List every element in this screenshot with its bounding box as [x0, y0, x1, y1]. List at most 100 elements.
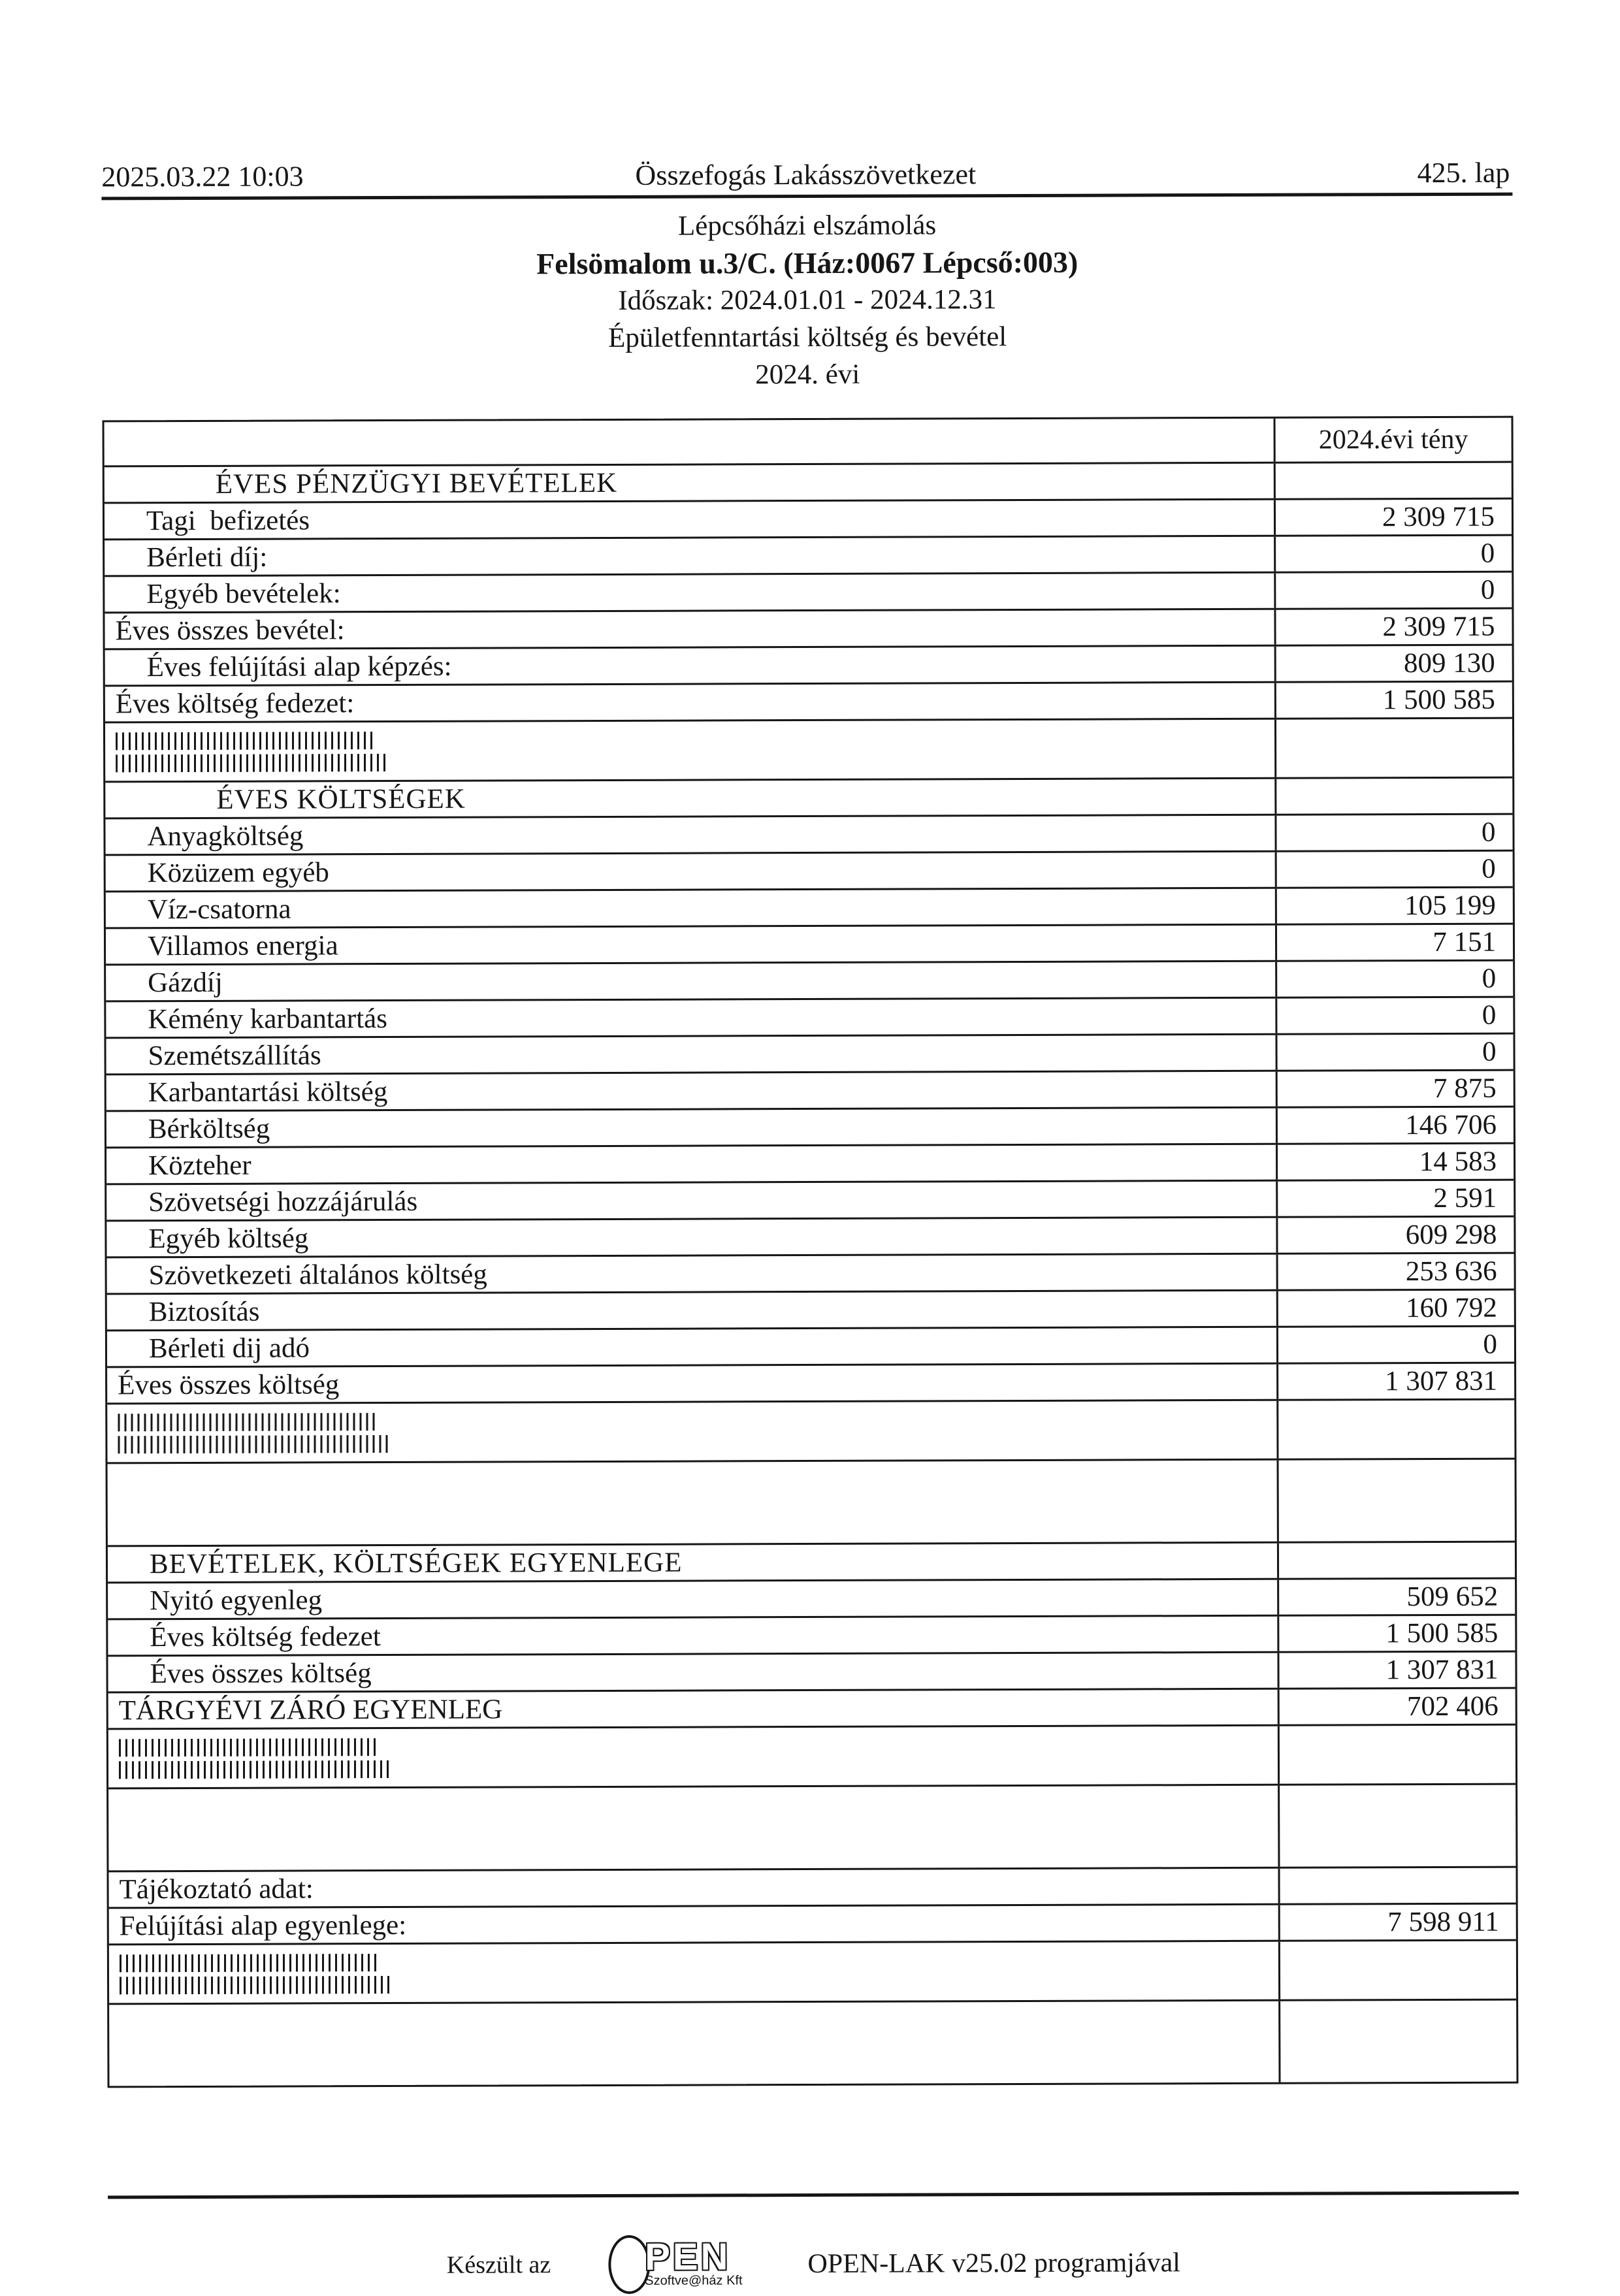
- row-value: [1278, 1785, 1516, 1868]
- report-period: Időszak: 2024.01.01 - 2024.12.31: [618, 284, 997, 317]
- table-row: Éves felújítási alap képzés: 809 130: [105, 646, 1512, 687]
- row-value: 0: [1275, 998, 1514, 1034]
- table-row: Bérleti díj: 0: [105, 536, 1512, 577]
- table-row: Anyagköltség 0: [105, 815, 1513, 856]
- barcode-strip: [119, 1953, 380, 1973]
- report-subtitle: Épületfenntartási költség és bevétel: [608, 321, 1007, 354]
- row-label: Éves felújítási alap képzés:: [146, 651, 452, 683]
- row-label: ÉVES PÉNZÜGYI BEVÉTELEK: [215, 468, 618, 500]
- row-value: [1278, 1941, 1517, 2000]
- table-row: Biztosítás 160 792: [106, 1291, 1514, 1332]
- row-label: Víz-csatorna: [147, 894, 291, 926]
- row-value: 0: [1275, 962, 1514, 997]
- row-value: 0: [1276, 1327, 1515, 1363]
- table-row: Éves összes bevétel: 2 309 715: [105, 609, 1512, 651]
- table-row: Villamos energia 7 151: [105, 925, 1514, 966]
- barcode-mark: [118, 1736, 1278, 1779]
- row-label: Bérleti dij adó: [148, 1333, 310, 1365]
- table-row: BEVÉTELEK, KÖLTSÉGEK EGYENLEGE: [107, 1543, 1515, 1584]
- row-value: [1276, 1460, 1515, 1542]
- row-label: Éves összes bevétel:: [115, 615, 345, 647]
- open-logo-subtext: Szoftve@ház Kft: [645, 2273, 743, 2289]
- table-row: Egyéb költség 609 298: [106, 1218, 1514, 1259]
- row-value: [1273, 463, 1512, 499]
- row-value: 0: [1274, 852, 1513, 888]
- row-label: Tagi befizetés: [146, 505, 310, 537]
- title-block: Lépcsőházi elszámolás Felsömalom u.3/C. …: [101, 205, 1513, 396]
- row-label: Biztosítás: [148, 1297, 260, 1328]
- table-row: Nyitó egyenleg 509 652: [108, 1579, 1515, 1621]
- table-row: Éves költség fedezet 1 500 585: [108, 1616, 1515, 1657]
- print-datetime: 2025.03.22 10:03: [101, 160, 304, 193]
- table-row: Közüzem egyéb 0: [105, 852, 1513, 893]
- barcode-strip: [118, 1738, 379, 1757]
- barcode-mark: [116, 729, 1274, 773]
- row-label: [109, 1951, 1278, 1995]
- table-row: [108, 1941, 1517, 2005]
- row-label: ÉVES KÖLTSÉGEK: [216, 784, 466, 816]
- open-logo: PEN Szoftve@ház Kft: [608, 2235, 743, 2295]
- row-value: [1277, 1726, 1516, 1785]
- row-label: Karbantartási költség: [148, 1076, 388, 1108]
- table-row: Szövetkezeti általános költség 253 636: [106, 1254, 1514, 1295]
- row-label: Éves költség fedezet: [150, 1621, 381, 1653]
- row-value: 1 500 585: [1274, 683, 1512, 719]
- table-row: [108, 1726, 1516, 1790]
- row-label: Szövetségi hozzájárulás: [148, 1186, 418, 1218]
- barcode-mark: [119, 1951, 1278, 1995]
- row-label: Egyéb bevételek:: [146, 578, 341, 610]
- statement-table: 2024.évi tény ÉVES PÉNZÜGYI BEVÉTELEK Tagi…: [102, 416, 1519, 2088]
- row-label: Nyitó egyenleg: [150, 1585, 323, 1617]
- row-label: Bérköltség: [148, 1113, 270, 1145]
- table-row: TÁRGYÉVI ZÁRÓ EGYENLEG 702 406: [108, 1689, 1515, 1730]
- row-label: [109, 2042, 1278, 2046]
- row-value: 2 591: [1276, 1181, 1514, 1217]
- row-label: TÁRGYÉVI ZÁRÓ EGYENLEG: [118, 1694, 503, 1726]
- row-value: 1 307 831: [1276, 1364, 1515, 1400]
- row-value: 7 598 911: [1278, 1905, 1516, 1941]
- row-label: BEVÉTELEK, KÖLTSÉGEK EGYENLEGE: [149, 1547, 683, 1580]
- barcode-mark: [118, 1410, 1276, 1454]
- organization-name: Összefogás Lakásszövetkezet: [635, 158, 977, 191]
- row-value: 2 309 715: [1273, 500, 1512, 536]
- row-value: 105 199: [1274, 888, 1513, 924]
- row-label: Közüzem egyéb: [147, 857, 329, 889]
- program-version-text: OPEN-LAK v25.02 programjával: [807, 2248, 1180, 2280]
- table-row: Közteher 14 583: [106, 1144, 1514, 1186]
- table-row: ÉVES PÉNZÜGYI BEVÉTELEK: [104, 463, 1512, 504]
- table-row: Bérköltség 146 706: [106, 1108, 1514, 1149]
- table-row: [109, 2001, 1517, 2086]
- row-value: 0: [1274, 573, 1512, 609]
- table-row: 2024.évi tény: [104, 418, 1512, 468]
- row-label: [105, 729, 1274, 773]
- table-row: Víz-csatorna 105 199: [105, 888, 1513, 930]
- table-row: Éves összes költség 1 307 831: [107, 1364, 1515, 1405]
- table-row: Tájékoztató adat:: [108, 1868, 1516, 1909]
- row-label: Közteher: [148, 1150, 251, 1182]
- row-label: Anyagköltség: [147, 820, 304, 852]
- row-label: Gázdíj: [148, 967, 223, 999]
- row-value: 146 706: [1275, 1108, 1514, 1144]
- row-value: 0: [1274, 536, 1512, 572]
- report-year: 2024. évi: [755, 359, 860, 391]
- row-value: 253 636: [1276, 1254, 1514, 1290]
- table-row: Kémény karbantartás 0: [106, 998, 1514, 1039]
- table-row: Gázdíj 0: [106, 962, 1514, 1003]
- row-value: 1 500 585: [1277, 1616, 1515, 1652]
- row-value: 609 298: [1276, 1218, 1514, 1253]
- row-label: Bérleti díj:: [146, 542, 268, 574]
- row-label: Felújítási alap egyenlege:: [119, 1910, 407, 1942]
- barcode-strip: [116, 731, 376, 751]
- barcode-strip: [116, 753, 387, 773]
- page-number: 425. lap: [1417, 156, 1510, 189]
- barcode-strip: [118, 1434, 389, 1454]
- row-label: Kémény karbantartás: [148, 1003, 387, 1035]
- row-label: Tájékoztató adat:: [119, 1873, 314, 1905]
- row-value: 809 130: [1274, 646, 1512, 682]
- table-row: Éves költség fedezet: 1 500 585: [105, 683, 1512, 724]
- row-value: 160 792: [1276, 1291, 1514, 1327]
- row-value: 2 309 715: [1274, 609, 1512, 645]
- row-value: 1 307 831: [1277, 1653, 1515, 1689]
- open-logo-text-block: PEN Szoftve@ház Kft: [645, 2236, 743, 2289]
- row-value: [1276, 1543, 1515, 1579]
